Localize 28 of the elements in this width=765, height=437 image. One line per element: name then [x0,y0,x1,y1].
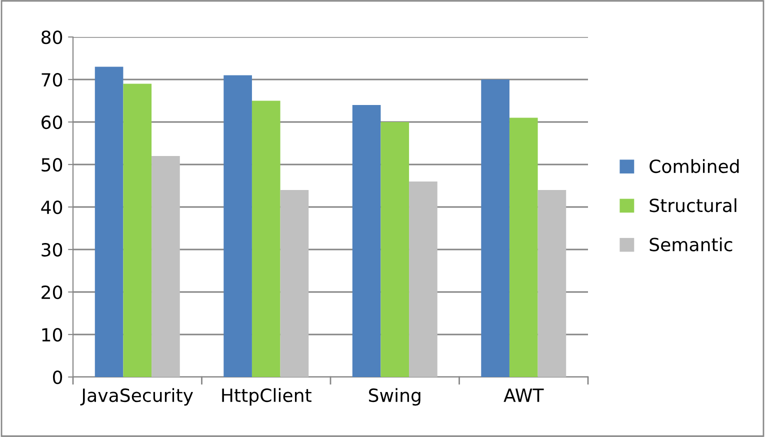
bar [509,118,538,377]
bar [123,84,152,377]
bar [94,66,124,377]
bar [481,80,510,377]
y-tick-label: 60 [42,115,62,130]
y-tick-label: 50 [42,158,62,172]
bar [352,105,381,377]
x-tick-label: JavaSecurity [80,388,193,406]
y-tick-label: 0 [52,370,62,384]
legend-label: Structural [650,198,736,212]
bar [538,190,566,377]
y-tick-label: 70 [42,72,62,87]
bar [152,156,180,377]
y-tick-label: 20 [42,285,62,300]
bar [409,182,438,377]
bar [380,122,410,377]
y-tick-label: 40 [41,200,62,214]
bar [280,190,309,377]
x-tick-label: HttpClient [222,388,312,406]
legend-label: Semantic [650,237,732,252]
x-tick-label: Swing [368,388,420,406]
y-tick-label: 10 [42,328,62,342]
y-tick-label: 30 [42,242,62,257]
y-tick-label: 80 [42,30,62,44]
legend-label: Combined [650,159,739,174]
x-tick-label: AWT [504,388,544,402]
bar [224,75,252,377]
bar [252,100,280,377]
